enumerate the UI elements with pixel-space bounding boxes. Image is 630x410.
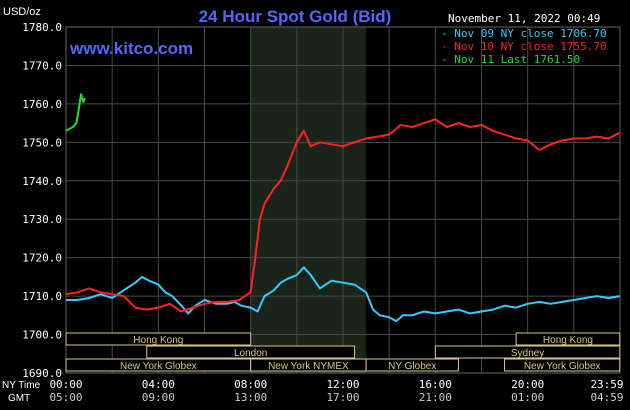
market-session-label: New York Globex: [120, 361, 197, 372]
x-tick-label-gmt: 13:00: [234, 391, 267, 404]
x-tick-label-gmt: 09:00: [142, 391, 175, 404]
y-unit-label: USD/oz: [3, 6, 41, 18]
market-session-box: [515, 332, 621, 346]
y-tick-label: 1700.0: [22, 329, 62, 342]
y-tick-label: 1780.0: [22, 21, 62, 34]
y-tick-label: 1690.0: [22, 367, 62, 380]
legend-entry: - Nov 10 NY close 1755.70: [441, 40, 607, 53]
market-session-label: Hong Kong: [133, 335, 183, 346]
x-tick-label-gmt: 04:59: [590, 391, 623, 404]
x-tick-label-ny: 00:00: [49, 378, 82, 391]
ny-time-label: NY Time: [2, 380, 41, 391]
x-tick-label-gmt: 05:00: [49, 391, 82, 404]
market-session-label: London: [234, 348, 267, 359]
date-label: November 11, 2022 00:49: [448, 12, 600, 25]
y-tick-label: 1750.0: [22, 136, 62, 149]
x-tick-label-gmt: 01:00: [511, 391, 544, 404]
series-line-2: [65, 93, 86, 132]
series-layer: [65, 93, 621, 323]
legend-entry: - Nov 09 NY close 1706.70: [441, 27, 607, 40]
y-tick-label: 1770.0: [22, 59, 62, 72]
series-line-1: [65, 118, 621, 313]
gmt-label: GMT: [8, 393, 30, 404]
market-session-box: [65, 332, 252, 346]
x-tick-label-ny: 23:59: [590, 378, 623, 391]
x-tick-label-ny: 08:00: [234, 378, 267, 391]
legend-entry: - Nov 11 Last 1761.50: [441, 53, 580, 66]
y-tick-label: 1760.0: [22, 98, 62, 111]
market-session-label: New York Globex: [524, 361, 601, 372]
market-session-box: [434, 345, 621, 359]
site-watermark: www.kitco.com: [69, 39, 193, 58]
x-tick-label-ny: 16:00: [419, 378, 452, 391]
y-tick-label: 1730.0: [22, 213, 62, 226]
market-session-box: [365, 358, 459, 372]
series-line-0: [66, 266, 620, 323]
market-session-label: New York NYMEX: [268, 361, 349, 372]
y-tick-label: 1740.0: [22, 175, 62, 188]
plot-border: [65, 26, 621, 374]
market-session-box: [146, 345, 356, 359]
market-session-label: Sydney: [511, 348, 544, 359]
x-tick-label-gmt: 21:00: [419, 391, 452, 404]
market-session-label: NY Globex: [388, 361, 436, 372]
market-sessions-layer: Hong Kong London New York Globex New York N…: [65, 332, 621, 372]
legend: - Nov 09 NY close 1706.70- Nov 10 NY clo…: [441, 27, 607, 66]
y-tick-label: 1720.0: [22, 252, 62, 265]
x-tick-label-ny: 20:00: [511, 378, 544, 391]
nymex-highlight-layer: [250, 27, 367, 373]
x-tick-label-gmt: 17:00: [326, 391, 359, 404]
nymex-highlight: [250, 27, 367, 373]
chart-title: 24 Hour Spot Gold (Bid): [199, 7, 392, 26]
axis-layer: 1780.0 1770.0 1760.0 1750.0 1740.0 1730.0 1720…: [22, 21, 623, 404]
x-tick-label-ny: 04:00: [142, 378, 175, 391]
market-session-label: Hong Kong: [543, 335, 593, 346]
market-session-box: [504, 358, 621, 372]
x-tick-label-ny: 12:00: [326, 378, 359, 391]
y-tick-label: 1710.0: [22, 290, 62, 303]
